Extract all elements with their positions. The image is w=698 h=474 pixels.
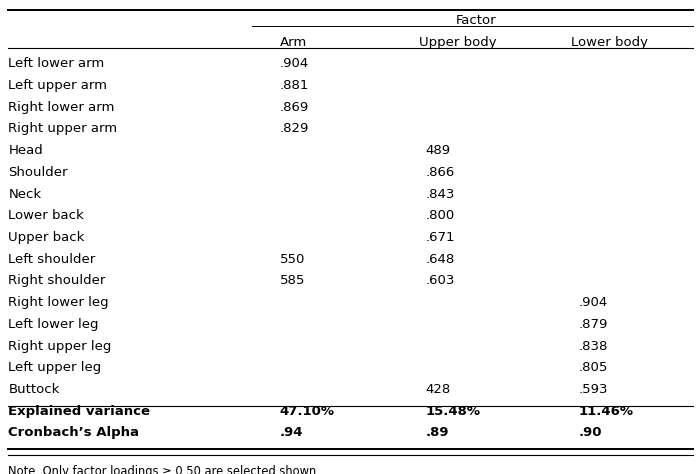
Text: Right upper leg: Right upper leg	[8, 339, 112, 353]
Text: .869: .869	[279, 101, 309, 114]
Text: Upper back: Upper back	[8, 231, 84, 244]
Text: Right lower arm: Right lower arm	[8, 101, 114, 114]
Text: .603: .603	[426, 274, 455, 287]
Text: Neck: Neck	[8, 188, 41, 201]
Text: Right lower leg: Right lower leg	[8, 296, 109, 309]
Text: Lower back: Lower back	[8, 210, 84, 222]
Text: Right shoulder: Right shoulder	[8, 274, 105, 287]
Text: Note. Only factor loadings ≥ 0.50 are selected shown.: Note. Only factor loadings ≥ 0.50 are se…	[8, 465, 320, 474]
Text: .671: .671	[426, 231, 455, 244]
Text: .843: .843	[426, 188, 455, 201]
Text: .805: .805	[579, 361, 608, 374]
Text: .648: .648	[426, 253, 454, 266]
Text: 550: 550	[279, 253, 305, 266]
Text: .866: .866	[426, 166, 454, 179]
Text: .904: .904	[579, 296, 608, 309]
Text: Right upper arm: Right upper arm	[8, 122, 117, 136]
Text: Lower body: Lower body	[572, 36, 648, 49]
Text: .593: .593	[579, 383, 608, 396]
Text: 585: 585	[279, 274, 305, 287]
Text: Factor: Factor	[456, 14, 496, 27]
Text: Buttock: Buttock	[8, 383, 60, 396]
Text: Shoulder: Shoulder	[8, 166, 68, 179]
Text: .90: .90	[579, 427, 602, 439]
Text: Explained variance: Explained variance	[8, 405, 150, 418]
Text: .879: .879	[579, 318, 608, 331]
Text: Head: Head	[8, 144, 43, 157]
Text: Arm: Arm	[279, 36, 306, 49]
Text: 489: 489	[426, 144, 451, 157]
Text: Cronbach’s Alpha: Cronbach’s Alpha	[8, 427, 140, 439]
Text: Upper body: Upper body	[419, 36, 496, 49]
Text: .829: .829	[279, 122, 309, 136]
Text: 15.48%: 15.48%	[426, 405, 480, 418]
Text: 428: 428	[426, 383, 451, 396]
Text: 11.46%: 11.46%	[579, 405, 633, 418]
Text: .904: .904	[279, 57, 309, 70]
Text: Left shoulder: Left shoulder	[8, 253, 96, 266]
Text: Left lower leg: Left lower leg	[8, 318, 99, 331]
Text: Left lower arm: Left lower arm	[8, 57, 105, 70]
Text: Left upper arm: Left upper arm	[8, 79, 107, 92]
Text: .881: .881	[279, 79, 309, 92]
Text: .89: .89	[426, 427, 449, 439]
Text: .838: .838	[579, 339, 608, 353]
Text: Left upper leg: Left upper leg	[8, 361, 102, 374]
Text: 47.10%: 47.10%	[279, 405, 334, 418]
Text: .800: .800	[426, 210, 454, 222]
Text: .94: .94	[279, 427, 303, 439]
